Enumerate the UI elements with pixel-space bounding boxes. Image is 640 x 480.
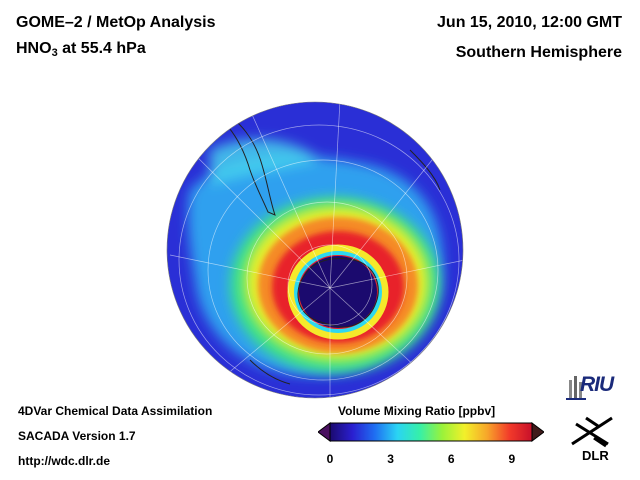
species-level-title: HNO3 at 55.4 hPa <box>16 40 146 59</box>
colorbar-tick-label: 3 <box>387 452 394 466</box>
species-subscript: 3 <box>51 47 58 59</box>
region-label: Southern Hemisphere <box>455 44 622 61</box>
colorbar-tick-label: 0 <box>326 452 334 466</box>
colorbar-gradient <box>329 422 533 442</box>
antarctica-outline <box>297 257 379 328</box>
colorbar-tick-label: 9 <box>508 452 516 466</box>
footer-assimilation: 4DVar Chemical Data Assimilation <box>18 404 213 418</box>
footer-version: SACADA Version 1.7 <box>18 429 136 443</box>
south-america-outline <box>219 109 276 216</box>
africa-outline <box>409 149 441 191</box>
date-time: Jun 15, 2010, 12:00 GMT <box>437 14 622 31</box>
dlr-logo-text: DLR <box>582 448 609 463</box>
footer-url: http://wdc.dlr.de <box>18 454 110 468</box>
level-text: at 55.4 hPa <box>57 40 146 57</box>
graticule <box>169 102 463 398</box>
colorbar-tick-label: 6 <box>447 452 455 466</box>
dlr-logo-icon <box>571 416 613 448</box>
colorbar-high-arrow <box>531 422 544 442</box>
polar-vortex-core <box>299 256 377 328</box>
analysis-title: GOME–2 / MetOp Analysis <box>16 14 216 31</box>
riu-logo-text: RIU <box>580 373 614 396</box>
colorbar-title: Volume Mixing Ratio [ppbv] <box>338 404 496 418</box>
australia-outline <box>249 359 291 385</box>
species-base: HNO <box>16 40 52 57</box>
colorbar <box>318 422 544 442</box>
riu-logo-icon <box>566 376 586 400</box>
colorbar-low-arrow <box>318 422 331 442</box>
